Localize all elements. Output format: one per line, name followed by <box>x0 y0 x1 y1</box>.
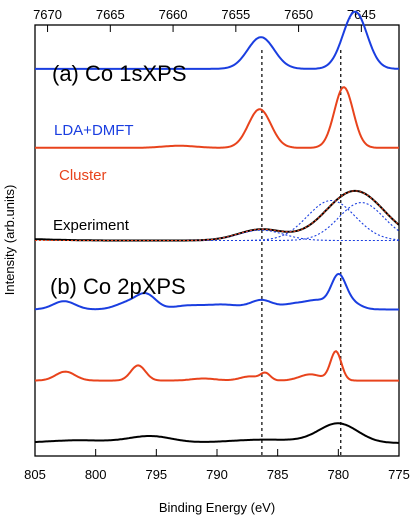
series-label-experiment: Experiment <box>53 217 130 234</box>
bottom-axis-ticks: 805 800 795 790 785 780 775 <box>24 449 410 482</box>
spectra-curves <box>34 10 400 444</box>
bottom-tick-label: 775 <box>388 467 410 482</box>
series-label-lda-dmft: LDA+DMFT <box>54 122 134 139</box>
bottom-tick-label: 795 <box>145 467 167 482</box>
curve-panel1-series0 <box>34 272 399 311</box>
top-axis-ticks: 7670 7665 7660 7655 7650 7645 <box>33 7 376 32</box>
bottom-tick-label: 780 <box>327 467 349 482</box>
curve-panel0-series6 <box>35 190 400 242</box>
curve-panel1-series1 <box>35 350 399 382</box>
x-axis-title: Binding Energy (eV) <box>159 500 275 515</box>
curve-panel1-series2 <box>35 422 399 444</box>
bottom-tick-label: 805 <box>24 467 46 482</box>
top-tick-label: 7650 <box>284 7 313 22</box>
bottom-tick-label: 800 <box>85 467 107 482</box>
curve-lda-dmft <box>35 10 399 70</box>
top-tick-label: 7660 <box>159 7 188 22</box>
top-tick-label: 7655 <box>221 7 250 22</box>
y-axis-title: Intensity (arb.units) <box>2 185 17 296</box>
bottom-tick-label: 785 <box>267 467 289 482</box>
top-tick-label: 7645 <box>347 7 376 22</box>
curve-cluster <box>35 86 399 149</box>
reference-lines <box>261 50 342 456</box>
series-label-cluster: Cluster <box>59 167 107 184</box>
top-tick-label: 7665 <box>96 7 125 22</box>
panel-a-label: (a) Co 1sXPS <box>52 61 187 86</box>
panel-b-label: (b) Co 2pXPS <box>50 274 186 299</box>
top-tick-label: 7670 <box>33 7 62 22</box>
bottom-tick-label: 790 <box>206 467 228 482</box>
